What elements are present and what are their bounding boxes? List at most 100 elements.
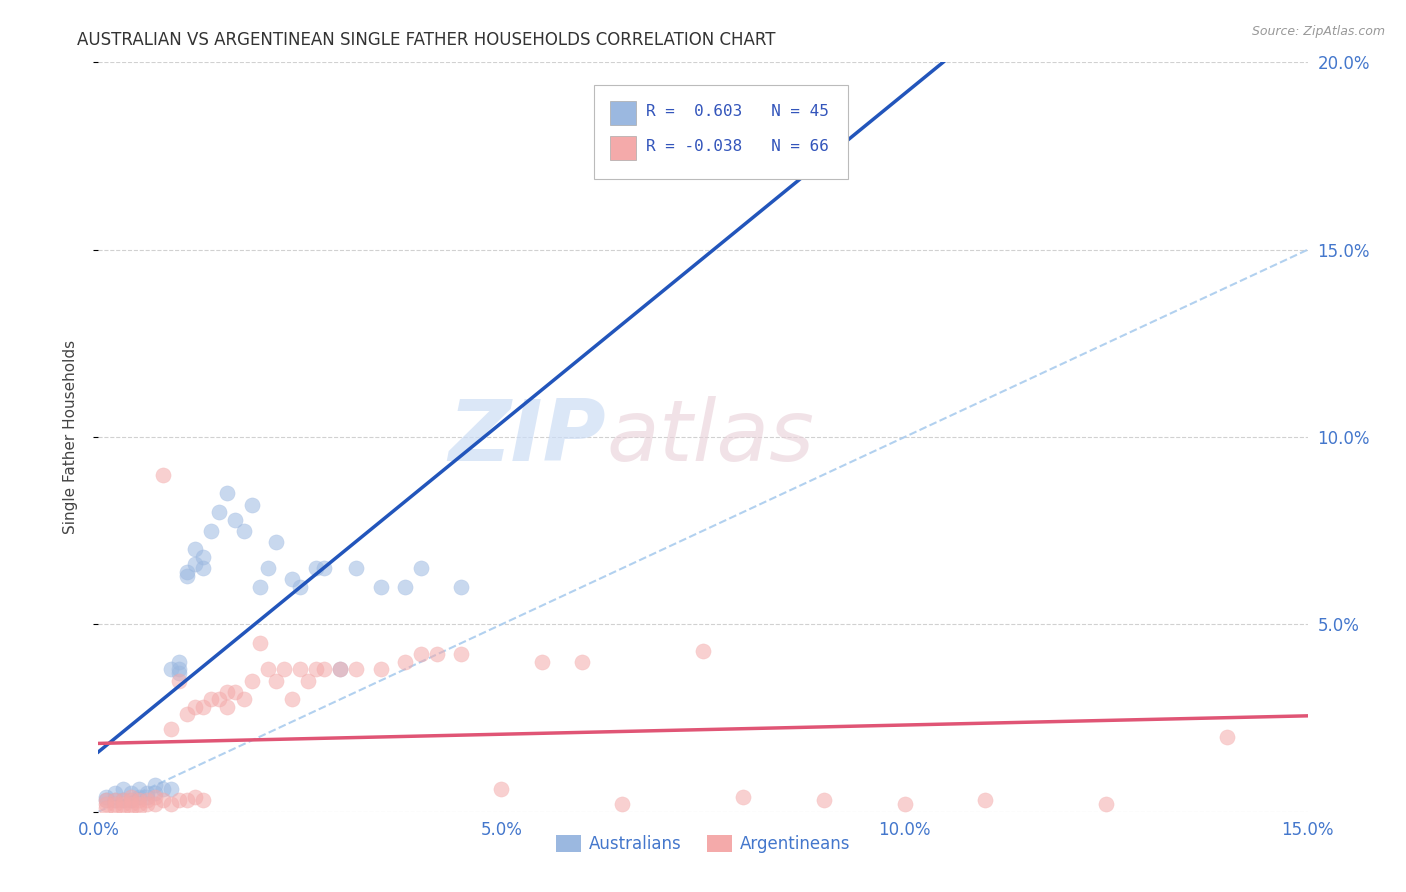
- Point: [612, 797, 634, 812]
- Point: [143, 779, 166, 793]
- Point: [370, 580, 392, 594]
- Point: [394, 655, 416, 669]
- Point: [152, 793, 174, 807]
- Point: [103, 786, 125, 800]
- Point: [692, 643, 714, 657]
- Point: [103, 793, 125, 807]
- Text: atlas: atlas: [606, 395, 814, 479]
- Point: [240, 673, 263, 688]
- Point: [135, 797, 157, 812]
- Point: [160, 723, 183, 737]
- Point: [232, 524, 254, 538]
- Point: [409, 648, 432, 662]
- Point: [281, 573, 304, 587]
- Point: [96, 793, 118, 807]
- Point: [128, 797, 150, 812]
- Point: [184, 699, 207, 714]
- Point: [273, 662, 295, 676]
- Point: [143, 786, 166, 800]
- Point: [96, 789, 118, 804]
- Point: [96, 801, 118, 815]
- Text: AUSTRALIAN VS ARGENTINEAN SINGLE FATHER HOUSEHOLDS CORRELATION CHART: AUSTRALIAN VS ARGENTINEAN SINGLE FATHER …: [77, 31, 776, 49]
- Point: [167, 655, 190, 669]
- Point: [344, 561, 367, 575]
- Point: [297, 673, 319, 688]
- Point: [135, 793, 157, 807]
- Point: [232, 692, 254, 706]
- Bar: [610, 101, 637, 125]
- Point: [111, 793, 134, 807]
- Point: [329, 662, 352, 676]
- Point: [1095, 797, 1118, 812]
- Point: [208, 505, 231, 519]
- Point: [128, 793, 150, 807]
- Point: [111, 797, 134, 812]
- Point: [184, 789, 207, 804]
- Point: [974, 793, 997, 807]
- Point: [571, 655, 593, 669]
- Point: [256, 662, 278, 676]
- Point: [135, 789, 157, 804]
- Point: [314, 561, 336, 575]
- Point: [893, 797, 915, 812]
- Point: [120, 797, 142, 812]
- Point: [200, 692, 222, 706]
- Point: [160, 782, 183, 797]
- Point: [813, 793, 835, 807]
- Text: Source: ZipAtlas.com: Source: ZipAtlas.com: [1251, 25, 1385, 38]
- Point: [111, 793, 134, 807]
- Point: [281, 692, 304, 706]
- Point: [288, 580, 311, 594]
- Point: [450, 580, 472, 594]
- Point: [491, 782, 513, 797]
- Point: [224, 512, 246, 526]
- Point: [184, 542, 207, 557]
- Point: [120, 793, 142, 807]
- Point: [394, 580, 416, 594]
- Point: [240, 498, 263, 512]
- Point: [152, 782, 174, 797]
- Point: [103, 793, 125, 807]
- Point: [305, 561, 328, 575]
- Point: [426, 648, 449, 662]
- Bar: [610, 136, 637, 160]
- Point: [120, 793, 142, 807]
- Point: [193, 549, 215, 564]
- Text: R = -0.038   N = 66: R = -0.038 N = 66: [647, 139, 830, 153]
- Point: [176, 793, 198, 807]
- Point: [193, 561, 215, 575]
- Text: R =  0.603   N = 45: R = 0.603 N = 45: [647, 103, 830, 119]
- Point: [152, 467, 174, 482]
- Point: [249, 636, 271, 650]
- Point: [450, 648, 472, 662]
- Point: [96, 793, 118, 807]
- Point: [264, 673, 287, 688]
- Point: [120, 789, 142, 804]
- Point: [176, 568, 198, 582]
- Legend: Australians, Argentineans: Australians, Argentineans: [548, 828, 858, 860]
- Point: [305, 662, 328, 676]
- Point: [329, 662, 352, 676]
- Point: [249, 580, 271, 594]
- Point: [103, 797, 125, 812]
- Point: [314, 662, 336, 676]
- Point: [256, 561, 278, 575]
- Point: [530, 655, 553, 669]
- Point: [176, 707, 198, 722]
- Point: [167, 666, 190, 681]
- Point: [143, 797, 166, 812]
- Point: [193, 793, 215, 807]
- Point: [217, 685, 239, 699]
- Point: [128, 782, 150, 797]
- Point: [409, 561, 432, 575]
- Point: [370, 662, 392, 676]
- Point: [111, 801, 134, 815]
- Point: [224, 685, 246, 699]
- Point: [96, 797, 118, 812]
- Point: [135, 786, 157, 800]
- Point: [217, 486, 239, 500]
- FancyBboxPatch shape: [595, 85, 848, 178]
- Point: [733, 789, 755, 804]
- Point: [160, 797, 183, 812]
- Point: [160, 662, 183, 676]
